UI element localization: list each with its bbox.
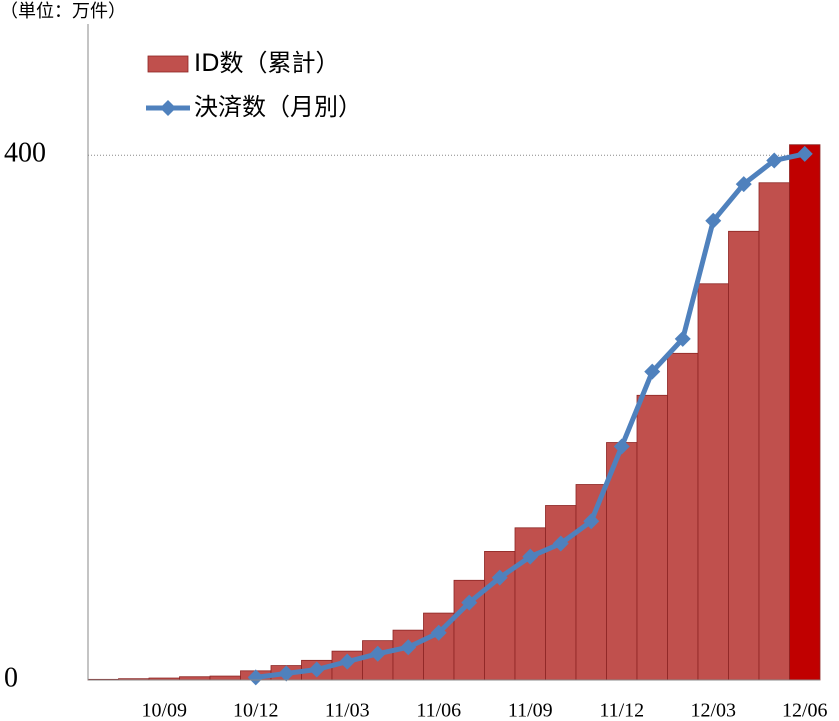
unit-label: （単位：万件） bbox=[0, 1, 126, 22]
bar bbox=[697, 283, 729, 681]
legend-marker bbox=[160, 100, 176, 116]
x-tick-label: 11/03 bbox=[325, 700, 370, 721]
legend-label: ID数（累計） bbox=[194, 49, 340, 77]
marker bbox=[369, 645, 386, 662]
marker bbox=[491, 569, 508, 586]
marker bbox=[796, 145, 813, 162]
y-tick-label: 400 bbox=[4, 138, 46, 169]
bar bbox=[209, 675, 241, 681]
x-tick-label: 10/12 bbox=[233, 700, 279, 721]
bar bbox=[636, 394, 668, 681]
bar bbox=[789, 144, 821, 681]
legend-label: 決済数（月別） bbox=[194, 93, 362, 121]
y-tick-label: 0 bbox=[4, 662, 18, 693]
marker bbox=[308, 661, 325, 678]
marker bbox=[735, 176, 752, 193]
marker bbox=[583, 513, 600, 530]
marker bbox=[522, 548, 539, 565]
marker bbox=[278, 665, 295, 682]
marker bbox=[766, 152, 783, 169]
x-tick-label: 11/09 bbox=[508, 700, 553, 721]
marker bbox=[674, 330, 691, 347]
x-tick-label: 11/12 bbox=[599, 700, 644, 721]
bar bbox=[758, 182, 790, 681]
marker bbox=[644, 363, 661, 380]
marker bbox=[430, 624, 447, 641]
marker bbox=[400, 639, 417, 656]
x-tick-label: 11/06 bbox=[416, 700, 461, 721]
x-tick-label: 12/03 bbox=[690, 700, 736, 721]
bar bbox=[667, 352, 699, 681]
bar bbox=[545, 505, 577, 681]
marker bbox=[247, 669, 264, 686]
marker bbox=[461, 594, 478, 611]
x-tick-label: 12/06 bbox=[782, 700, 828, 721]
marker bbox=[339, 653, 356, 670]
bar bbox=[606, 442, 638, 681]
bar bbox=[728, 230, 760, 681]
marker bbox=[613, 438, 630, 455]
marker bbox=[552, 535, 569, 552]
legend-swatch bbox=[147, 55, 189, 73]
marker bbox=[705, 212, 722, 229]
x-tick-label: 10/09 bbox=[141, 700, 187, 721]
